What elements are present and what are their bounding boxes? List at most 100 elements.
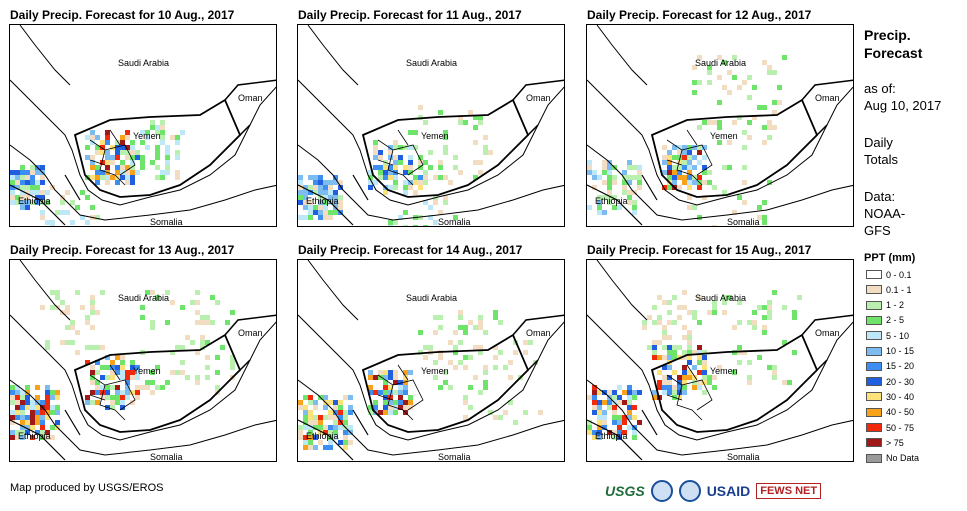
rain-cell [170,300,175,305]
rain-cell [135,385,140,390]
rain-cell [687,175,692,180]
rain-cell [135,390,140,395]
rain-cell [95,175,100,180]
rain-cell [438,110,443,115]
rain-cell [130,170,135,175]
rain-cell [423,170,428,175]
rain-cell [622,390,627,395]
rain-cell [652,390,657,395]
rain-cell [20,190,25,195]
rain-cell [25,185,30,190]
rain-cell [667,160,672,165]
rain-cell [120,405,125,410]
rain-cell [170,370,175,375]
rain-cell [303,410,308,415]
rain-cell [35,180,40,185]
rain-cell [418,160,423,165]
rain-cell [85,155,90,160]
rain-cell [662,385,667,390]
rain-cell [687,310,692,315]
rain-cell [682,380,687,385]
ethiopia-border [587,409,658,461]
rain-cell [70,320,75,325]
rain-cell [458,340,463,345]
rain-cell [90,390,95,395]
rain-cell [343,415,348,420]
rain-cell [130,365,135,370]
rain-cell [757,355,762,360]
rain-cell [747,95,752,100]
rain-cell [20,205,25,210]
rain-cell [483,330,488,335]
rain-cell [762,105,767,110]
rain-cell [70,325,75,330]
rain-cell [692,145,697,150]
rain-cell [30,435,35,440]
rain-cell [100,385,105,390]
rain-cell [25,420,30,425]
rain-cell [110,365,115,370]
coastline-north [19,25,71,86]
rain-cell [403,405,408,410]
rain-cell [667,375,672,380]
rain-cell [20,405,25,410]
coastline-north [19,260,71,321]
rain-cell [478,350,483,355]
rainfall-layer [298,310,543,450]
rain-cell [632,430,637,435]
rain-cell [120,400,125,405]
rain-cell [732,325,737,330]
rain-cell [388,175,393,180]
oman-border [224,314,276,371]
rain-cell [622,400,627,405]
rain-cell [443,145,448,150]
africa-coast [587,144,853,221]
rain-cell [697,385,702,390]
rain-cell [20,430,25,435]
coastline [587,314,853,441]
rain-cell [150,380,155,385]
rain-cell [478,115,483,120]
rain-cell [15,430,20,435]
rain-cell [50,405,55,410]
rain-cell [313,415,318,420]
rain-cell [45,385,50,390]
rain-cell [160,120,165,125]
rain-cell [130,140,135,145]
rain-cell [20,395,25,400]
rain-cell [313,400,318,405]
rain-cell [672,385,677,390]
rain-cell [767,305,772,310]
rain-cell [318,200,323,205]
country-label-saudi: Saudi Arabia [406,58,457,68]
rain-cell [438,160,443,165]
rain-cell [712,375,717,380]
rain-cell [717,140,722,145]
rain-cell [408,185,413,190]
rain-cell [30,180,35,185]
rain-cell [333,415,338,420]
rain-cell [175,140,180,145]
rain-cell [368,185,373,190]
rain-cell [368,170,373,175]
rain-cell [687,355,692,360]
governorate-boundaries [666,364,713,421]
rain-cell [180,130,185,135]
rain-cell [318,415,323,420]
rain-cell [298,425,303,430]
rain-cell [225,320,230,325]
rain-cell [90,380,95,385]
rain-cell [95,165,100,170]
rain-cell [95,360,100,365]
rain-cell [388,165,393,170]
rain-cell [597,205,602,210]
coastline-north [307,260,359,321]
country-label-ethiopia: Ethiopia [18,431,51,441]
rain-cell [308,435,313,440]
rain-cell [398,155,403,160]
rain-cell [737,345,742,350]
ethiopia-border [298,409,369,461]
rain-cell [140,160,145,165]
rain-cell [393,180,398,185]
rain-cell [318,195,323,200]
